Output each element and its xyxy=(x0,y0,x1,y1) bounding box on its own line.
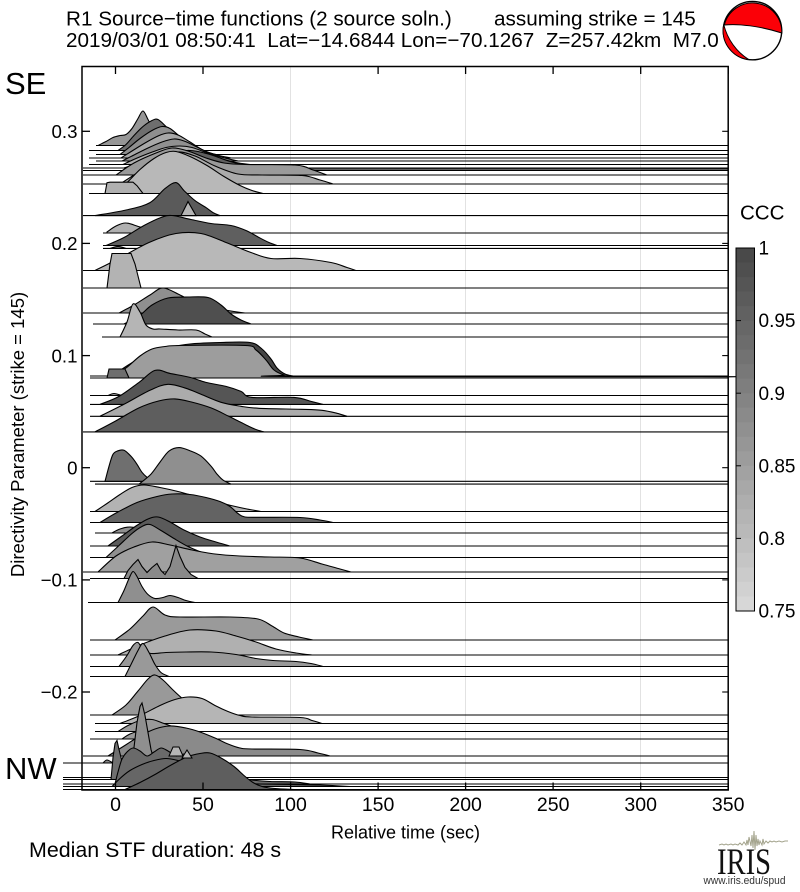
svg-text:100: 100 xyxy=(274,794,307,816)
svg-text:Directivity Parameter (strike: Directivity Parameter (strike = 145) xyxy=(7,292,28,577)
svg-text:250: 250 xyxy=(537,794,570,816)
svg-text:350: 350 xyxy=(712,794,745,816)
svg-text:200: 200 xyxy=(449,794,482,816)
svg-text:300: 300 xyxy=(624,794,657,816)
svg-text:−0.1: −0.1 xyxy=(41,570,78,591)
svg-text:0.2: 0.2 xyxy=(52,233,78,254)
svg-text:assuming strike = 145: assuming strike = 145 xyxy=(494,8,696,31)
svg-text:Median STF duration: 48 s: Median STF duration: 48 s xyxy=(29,838,281,862)
svg-text:NW: NW xyxy=(5,751,57,786)
svg-text:Relative time (sec): Relative time (sec) xyxy=(331,823,480,843)
svg-text:0.75: 0.75 xyxy=(759,602,796,623)
svg-text:IRIS: IRIS xyxy=(717,842,771,883)
svg-text:0.1: 0.1 xyxy=(52,345,78,366)
svg-text:R1 Source−time functions (2 so: R1 Source−time functions (2 source soln.… xyxy=(66,8,452,31)
svg-text:2019/03/01 08:50:41 Lat=−14.6: 2019/03/01 08:50:41 Lat=−14.6844 Lon=−70… xyxy=(66,29,719,52)
svg-text:−0.2: −0.2 xyxy=(41,682,78,703)
svg-text:1: 1 xyxy=(759,239,770,260)
svg-text:0: 0 xyxy=(110,794,121,816)
svg-text:0.95: 0.95 xyxy=(759,311,796,332)
svg-text:www.iris.edu/spud: www.iris.edu/spud xyxy=(703,875,786,887)
svg-text:0.85: 0.85 xyxy=(759,456,796,477)
svg-text:SE: SE xyxy=(5,66,46,101)
svg-text:150: 150 xyxy=(362,794,395,816)
svg-text:CCC: CCC xyxy=(740,202,785,225)
svg-text:0.3: 0.3 xyxy=(52,121,78,142)
svg-text:0: 0 xyxy=(67,457,77,478)
svg-text:0.8: 0.8 xyxy=(759,529,785,550)
svg-text:0.9: 0.9 xyxy=(759,384,785,405)
svg-text:50: 50 xyxy=(192,794,214,816)
